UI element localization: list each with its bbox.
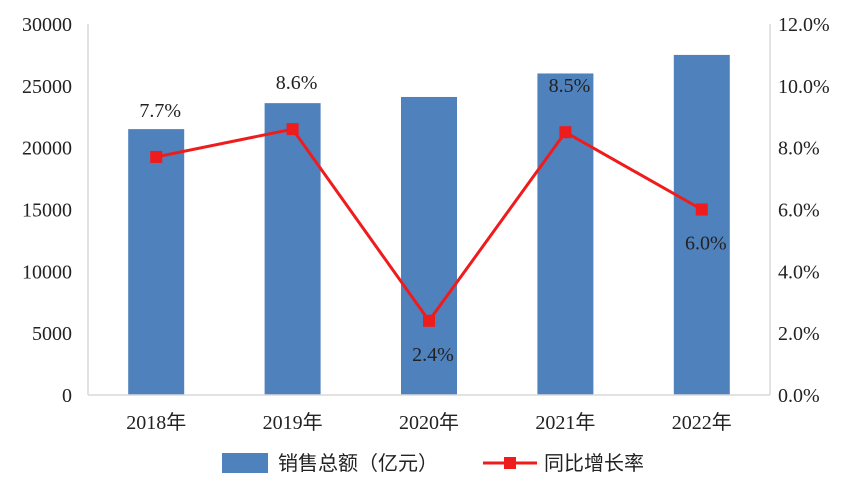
legend-bar-label: 销售总额（亿元） xyxy=(278,452,438,475)
bar xyxy=(537,73,594,395)
right-tick-label: 6.0% xyxy=(778,200,820,222)
right-tick-label: 0.0% xyxy=(778,385,820,407)
left-axis-ticks: 0 5000 10000 15000 20000 25000 30000 xyxy=(22,14,72,407)
legend: 销售总额（亿元） 同比增长率 xyxy=(222,452,644,475)
right-tick-label: 4.0% xyxy=(778,261,820,283)
right-tick-label: 8.0% xyxy=(778,138,820,160)
line-point xyxy=(150,150,163,163)
line-series xyxy=(150,123,708,327)
line-point xyxy=(559,126,572,139)
line-data-label: 2.4% xyxy=(412,344,454,366)
legend-bar-swatch xyxy=(222,453,268,473)
bar xyxy=(264,103,321,395)
legend-line-marker xyxy=(504,457,516,469)
x-tick-label: 2020年 xyxy=(399,411,459,434)
right-tick-label: 2.0% xyxy=(778,323,820,345)
line-data-label: 8.6% xyxy=(276,72,318,94)
line-point xyxy=(286,123,299,136)
right-tick-label: 12.0% xyxy=(778,14,830,36)
left-tick-label: 30000 xyxy=(22,14,72,36)
x-tick-label: 2021年 xyxy=(535,411,595,434)
legend-line-label: 同比增长率 xyxy=(544,452,644,475)
bar xyxy=(673,54,730,396)
line-data-label: 7.7% xyxy=(139,100,181,122)
line-data-label: 8.5% xyxy=(549,75,591,97)
bar xyxy=(128,129,185,395)
left-tick-label: 0 xyxy=(62,385,72,407)
line-data-label: 6.0% xyxy=(685,233,727,255)
left-tick-label: 25000 xyxy=(22,76,72,98)
line-point xyxy=(423,314,435,327)
line-point xyxy=(695,203,708,216)
data-labels: 7.7% 8.6% 2.4% 8.5% 6.0% xyxy=(139,72,726,366)
x-tick-label: 2022年 xyxy=(672,411,732,434)
x-tick-label: 2019年 xyxy=(263,411,323,434)
x-tick-label: 2018年 xyxy=(126,411,186,434)
right-axis-ticks: 0.0% 2.0% 4.0% 6.0% 8.0% 10.0% 12.0% xyxy=(778,14,830,407)
left-tick-label: 20000 xyxy=(22,138,72,160)
bar xyxy=(401,96,457,396)
left-tick-label: 10000 xyxy=(22,261,72,283)
left-tick-label: 15000 xyxy=(22,200,72,222)
left-tick-label: 5000 xyxy=(32,323,72,345)
right-tick-label: 10.0% xyxy=(778,76,830,98)
x-axis-ticks: 2018年 2019年 2020年 2021年 2022年 xyxy=(126,411,732,434)
